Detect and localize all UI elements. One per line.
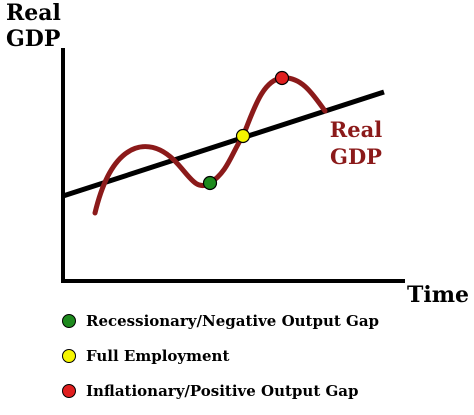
x-axis-label: Time <box>407 282 470 308</box>
red-dot-icon <box>62 384 76 398</box>
real-gdp-curve-label: Real GDP <box>322 116 390 170</box>
legend-item-recession: Recessionary/Negative Output Gap <box>62 310 474 332</box>
recession-marker <box>202 175 218 191</box>
curve-label-line2: GDP <box>330 144 382 169</box>
green-dot-icon <box>62 314 76 328</box>
legend-item-inflation: Inflationary/Positive Output Gap <box>62 380 474 402</box>
real-gdp-curve <box>92 75 328 216</box>
inflation-marker <box>274 70 290 86</box>
y-axis-label-line1: Real <box>6 0 61 26</box>
full-employment-marker <box>235 128 251 144</box>
legend-label-inflation: Inflationary/Positive Output Gap <box>86 382 359 400</box>
legend-label-recession: Recessionary/Negative Output Gap <box>86 312 380 330</box>
curve-label-line1: Real <box>329 117 383 142</box>
legend-item-full-employment: Full Employment <box>62 345 474 367</box>
y-axis-label: Real GDP <box>6 0 61 52</box>
yellow-dot-icon <box>62 349 76 363</box>
legend: Recessionary/Negative Output Gap Full Em… <box>62 310 474 415</box>
trend-line <box>62 89 385 199</box>
y-axis-label-line2: GDP <box>6 26 61 52</box>
legend-label-full-employment: Full Employment <box>86 347 230 365</box>
